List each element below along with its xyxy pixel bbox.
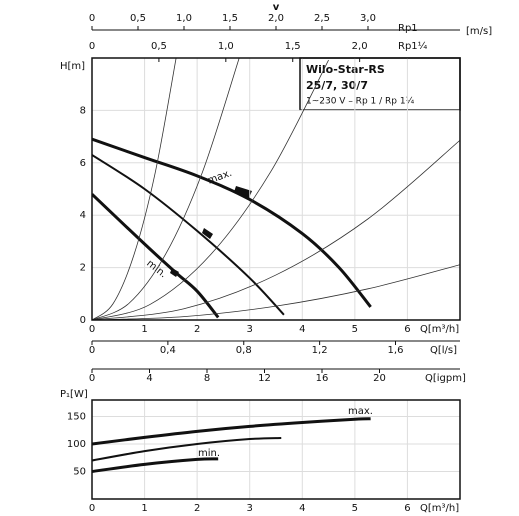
curve — [92, 417, 371, 446]
x-label: Q[m³/h] — [420, 324, 459, 335]
curve — [92, 193, 220, 319]
curve — [92, 436, 282, 462]
curve — [92, 457, 219, 473]
x-tick-label: 0 — [89, 41, 95, 52]
y-tick-label: 8 — [80, 105, 86, 116]
y-tick-label: 50 — [73, 467, 86, 478]
axis-label: Q[igpm] — [425, 373, 466, 384]
y-tick-label: 0 — [80, 315, 86, 326]
y-label: H[m] — [60, 61, 85, 72]
x-tick-label: 3,0 — [360, 13, 376, 24]
curve — [92, 58, 177, 320]
x-tick-label: 0,5 — [151, 41, 167, 52]
x-tick-label: 6 — [404, 503, 410, 514]
x-tick-label: 5 — [352, 324, 358, 335]
curve — [92, 137, 372, 308]
x-tick-label: 1,5 — [222, 13, 238, 24]
x-tick-label: 1 — [141, 503, 147, 514]
x-tick-label: 1,5 — [285, 41, 301, 52]
axis-label: Q[l/s] — [430, 345, 457, 356]
x-tick-label: 1,0 — [218, 41, 234, 52]
x-tick-label: 1,0 — [176, 13, 192, 24]
x-tick-label: 2 — [194, 503, 200, 514]
x-tick-label: 4 — [299, 324, 305, 335]
chart-title: Wilo-Star-RS — [306, 63, 385, 76]
x-tick-label: 1,6 — [388, 345, 404, 356]
top-label: v — [273, 2, 280, 13]
x-tick-label: 2,5 — [314, 13, 330, 24]
curve — [92, 58, 240, 320]
y-tick-label: 2 — [80, 263, 86, 274]
x-tick-label: 4 — [146, 373, 152, 384]
x-tick-label: 0 — [89, 345, 95, 356]
marker — [202, 228, 213, 239]
x-tick-label: 1,2 — [312, 345, 328, 356]
info-box — [299, 57, 461, 111]
y-tick-label: 4 — [80, 210, 86, 221]
x-tick-label: 0 — [89, 503, 95, 514]
curve-label: max. — [348, 406, 373, 417]
x-tick-label: 6 — [404, 324, 410, 335]
x-tick-label: 5 — [352, 503, 358, 514]
x-tick-label: 20 — [373, 373, 386, 384]
x-tick-label: 2,0 — [268, 13, 284, 24]
x-label: Q[m³/h] — [420, 503, 459, 514]
x-tick-label: 0 — [89, 373, 95, 384]
y-tick-label: 150 — [67, 412, 86, 423]
y-tick-label: 100 — [67, 439, 86, 450]
chart-subtitle: 25/7, 30/7 — [306, 79, 368, 92]
x-tick-label: 0,8 — [236, 345, 252, 356]
x-tick-label: 3 — [247, 503, 253, 514]
x-tick-label: 12 — [258, 373, 271, 384]
curve — [92, 139, 460, 320]
x-tick-label: 3 — [247, 324, 253, 335]
axis-label: Rp1 — [398, 23, 418, 34]
y-label: P₁[W] — [60, 389, 88, 400]
x-tick-label: 0 — [89, 13, 95, 24]
curve — [92, 264, 460, 320]
x-tick-label: 4 — [299, 503, 305, 514]
x-tick-label: 8 — [204, 373, 210, 384]
curve — [92, 154, 285, 316]
x-tick-label: 0,5 — [130, 13, 146, 24]
marker — [234, 186, 252, 198]
curve-label: min. — [198, 448, 220, 459]
axis-label: Rp1¼ — [398, 40, 428, 52]
annotation: 1~230 V – Rp 1 / Rp 1¼ — [306, 97, 415, 107]
curve — [92, 59, 329, 320]
plot-frame — [91, 399, 461, 500]
x-tick-label: 0,4 — [160, 345, 176, 356]
x-tick-label: 16 — [316, 373, 329, 384]
x-tick-label: 2 — [194, 324, 200, 335]
y-tick-label: 6 — [80, 158, 86, 169]
top-unit: [m/s] — [466, 26, 492, 37]
x-tick-label: 1 — [141, 324, 147, 335]
x-tick-label: 2,0 — [352, 41, 368, 52]
x-tick-label: 0 — [89, 324, 95, 335]
